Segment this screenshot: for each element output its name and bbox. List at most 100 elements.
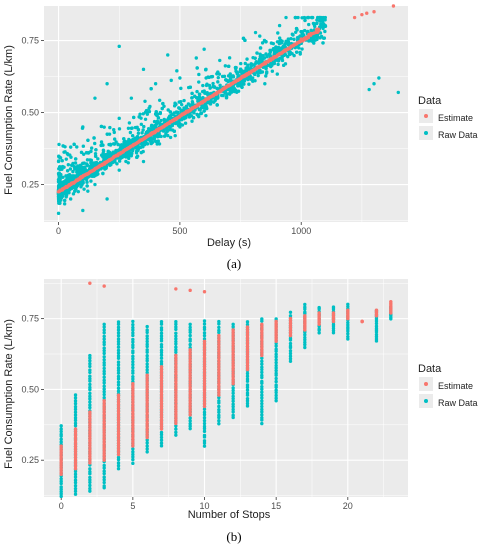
raw-data-point bbox=[126, 161, 130, 165]
caption-a: (a) bbox=[227, 256, 241, 271]
x-tick-label-a: 0 bbox=[56, 226, 61, 236]
raw-data-point bbox=[160, 106, 164, 111]
raw-data-point bbox=[216, 80, 220, 84]
raw-data-point bbox=[140, 131, 144, 135]
raw-data-point bbox=[101, 151, 105, 156]
raw-data-point bbox=[174, 337, 178, 341]
raw-data-point bbox=[174, 331, 178, 335]
raw-data-point bbox=[86, 138, 90, 143]
raw-data-point bbox=[116, 354, 121, 358]
legend-label-raw-b: Raw Data bbox=[438, 398, 478, 408]
raw-data-point bbox=[101, 171, 105, 176]
raw-data-point bbox=[300, 16, 304, 20]
estimate-point bbox=[174, 374, 178, 379]
raw-data-point bbox=[102, 325, 106, 329]
estimate-point bbox=[174, 384, 178, 388]
raw-data-point bbox=[264, 74, 268, 78]
raw-data-point bbox=[141, 159, 146, 164]
estimate-point bbox=[174, 395, 178, 400]
raw-data-point bbox=[162, 128, 166, 132]
raw-data-point bbox=[102, 125, 106, 129]
estimate-point bbox=[174, 402, 178, 407]
raw-data-point bbox=[116, 348, 121, 353]
raw-data-point bbox=[245, 396, 250, 401]
raw-data-point bbox=[84, 151, 89, 155]
raw-data-point bbox=[88, 364, 92, 369]
raw-data-point bbox=[66, 152, 70, 157]
raw-data-point bbox=[202, 333, 207, 338]
raw-data-point bbox=[174, 430, 178, 435]
raw-data-point bbox=[102, 478, 106, 482]
raw-data-point bbox=[59, 485, 63, 489]
x-tick-label-a: 500 bbox=[172, 226, 187, 236]
raw-data-point bbox=[145, 339, 149, 344]
raw-data-point bbox=[315, 33, 320, 37]
raw-data-point bbox=[317, 331, 321, 335]
raw-data-point bbox=[116, 377, 121, 381]
raw-data-point bbox=[88, 467, 92, 471]
raw-data-point bbox=[92, 136, 96, 140]
estimate-point bbox=[202, 383, 207, 388]
raw-data-point bbox=[142, 124, 146, 129]
raw-data-point bbox=[217, 413, 221, 418]
estimate-point bbox=[188, 362, 192, 366]
estimate-point bbox=[274, 319, 278, 324]
raw-data-point bbox=[166, 133, 170, 138]
raw-data-point bbox=[221, 93, 225, 98]
raw-data-point bbox=[136, 131, 141, 135]
raw-data-point bbox=[280, 56, 284, 60]
raw-data-point bbox=[57, 155, 62, 159]
raw-data-point bbox=[346, 302, 350, 307]
raw-data-point bbox=[310, 15, 314, 20]
raw-data-point bbox=[290, 32, 295, 36]
raw-data-point bbox=[276, 31, 280, 35]
raw-data-point bbox=[162, 134, 167, 138]
raw-data-point bbox=[220, 74, 225, 79]
raw-data-point bbox=[323, 24, 328, 28]
raw-data-point bbox=[288, 344, 293, 348]
raw-data-point bbox=[188, 85, 193, 89]
estimate-point bbox=[174, 414, 178, 419]
legend-key-raw-a bbox=[424, 131, 428, 135]
raw-data-point bbox=[233, 65, 238, 70]
raw-data-point bbox=[303, 335, 307, 340]
raw-data-point bbox=[187, 115, 192, 119]
estimate-point bbox=[260, 322, 264, 326]
raw-data-point bbox=[59, 424, 63, 428]
raw-data-point bbox=[272, 61, 276, 65]
raw-data-point bbox=[284, 15, 288, 20]
raw-data-point bbox=[88, 382, 92, 387]
raw-data-point bbox=[86, 189, 90, 193]
raw-data-point bbox=[116, 455, 121, 460]
raw-data-point bbox=[64, 157, 68, 161]
estimate-point bbox=[102, 284, 106, 288]
estimate-point bbox=[202, 360, 207, 364]
raw-data-point bbox=[184, 104, 189, 108]
raw-data-point bbox=[131, 331, 135, 335]
raw-data-point bbox=[265, 54, 269, 58]
raw-data-point bbox=[93, 96, 97, 100]
estimate-point bbox=[202, 362, 207, 367]
raw-data-point bbox=[85, 180, 89, 184]
estimate-point bbox=[188, 406, 192, 410]
raw-data-point bbox=[119, 156, 123, 160]
raw-data-point bbox=[141, 112, 145, 116]
raw-data-point bbox=[145, 142, 150, 146]
raw-data-point bbox=[175, 69, 179, 73]
raw-data-point bbox=[73, 418, 78, 423]
raw-data-point bbox=[260, 317, 264, 321]
raw-data-point bbox=[102, 387, 106, 391]
raw-data-point bbox=[260, 390, 264, 394]
raw-data-point bbox=[102, 384, 106, 388]
estimate-point bbox=[311, 31, 315, 36]
raw-data-point bbox=[159, 353, 164, 357]
raw-data-point bbox=[346, 334, 350, 339]
raw-data-point bbox=[102, 480, 106, 485]
estimate-point bbox=[174, 391, 178, 395]
raw-data-point bbox=[102, 358, 106, 362]
raw-data-point bbox=[157, 142, 162, 146]
raw-data-point bbox=[235, 71, 239, 76]
raw-data-point bbox=[89, 158, 93, 163]
raw-data-point bbox=[240, 85, 244, 89]
raw-data-point bbox=[217, 325, 221, 330]
